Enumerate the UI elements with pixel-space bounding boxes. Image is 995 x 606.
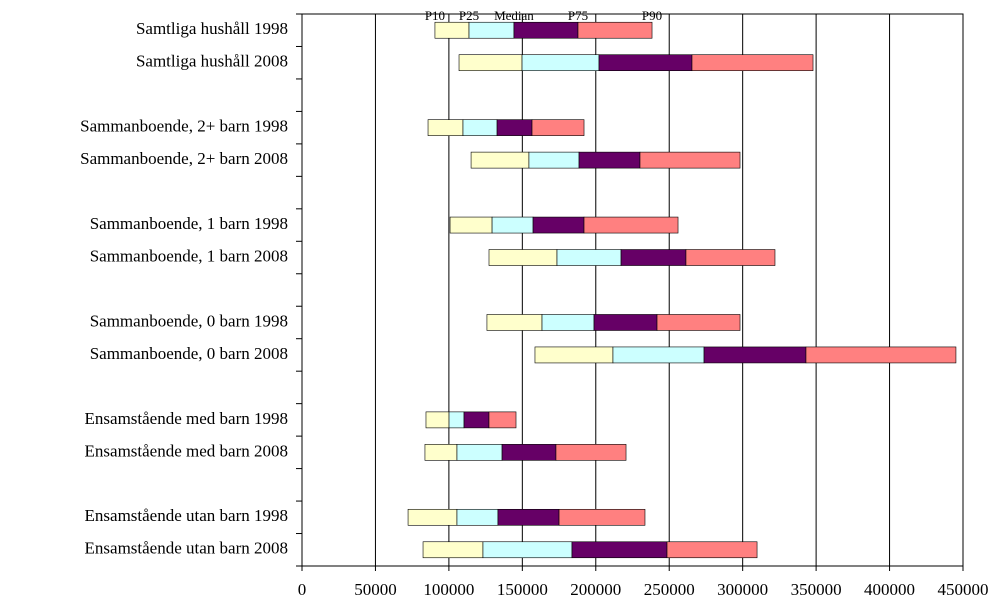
bar-segment xyxy=(666,541,758,559)
x-tick-label: 250000 xyxy=(644,580,695,599)
bar-segment xyxy=(456,508,499,526)
y-tick-label: Sammanboende, 0 barn 1998 xyxy=(90,311,288,330)
bar-segment xyxy=(501,444,557,461)
x-tick-label: 50000 xyxy=(354,580,397,599)
legend-label: P90 xyxy=(642,8,662,23)
bar-segment xyxy=(534,346,614,364)
legend-label: Median xyxy=(494,8,534,23)
x-tick-label: 200000 xyxy=(570,580,621,599)
bar-segment xyxy=(532,216,585,234)
bar-segment xyxy=(541,314,595,331)
bar-segment xyxy=(639,151,741,169)
x-tick-label: 450000 xyxy=(938,580,989,599)
bar-segment xyxy=(458,54,523,72)
bar-segment xyxy=(598,54,693,72)
bar-segment xyxy=(513,21,579,39)
bar-segment xyxy=(456,444,503,461)
bar-segment xyxy=(656,314,741,331)
bar-segment xyxy=(448,411,465,429)
bar-segment xyxy=(578,151,641,169)
bar-segment xyxy=(805,346,957,364)
bar-segment xyxy=(486,314,543,331)
bar-segment xyxy=(555,444,627,461)
bar-segment xyxy=(691,54,814,72)
bar-segment xyxy=(425,411,450,429)
bar-segment xyxy=(449,216,493,234)
bar-segment xyxy=(427,119,464,136)
bar-segment xyxy=(685,249,776,266)
legend-label: P25 xyxy=(459,8,479,23)
y-tick-label: Ensamstående utan barn 2008 xyxy=(85,539,288,558)
y-tick-label: Ensamstående med barn 2008 xyxy=(85,441,288,460)
x-tick-label: 100000 xyxy=(423,580,474,599)
bar-segment xyxy=(703,346,807,364)
bar-segment xyxy=(593,314,658,331)
x-tick-label: 150000 xyxy=(497,580,548,599)
y-tick-label: Sammanboende, 2+ barn 2008 xyxy=(80,149,288,168)
bar-segment xyxy=(571,541,668,559)
bar-segment xyxy=(497,508,560,526)
x-tick-label: 300000 xyxy=(717,580,768,599)
bar-segment xyxy=(531,119,585,136)
y-tick-label: Sammanboende, 1 barn 1998 xyxy=(90,214,288,233)
bar-segment xyxy=(488,411,517,429)
bar-segment xyxy=(407,508,458,526)
x-tick-label: 350000 xyxy=(791,580,842,599)
bar-segment xyxy=(488,249,558,266)
bar-segment xyxy=(434,21,470,39)
legend-label: P75 xyxy=(568,8,588,23)
y-tick-label: Sammanboende, 2+ barn 1998 xyxy=(80,117,288,136)
bar-segment xyxy=(482,541,573,559)
y-tick-label: Ensamstående med barn 1998 xyxy=(85,409,288,428)
bar-segment xyxy=(612,346,705,364)
bar-segment xyxy=(577,21,653,39)
bar-segment xyxy=(491,216,534,234)
bar-segment xyxy=(468,21,515,39)
bar-segment xyxy=(528,151,580,169)
bar-segment xyxy=(463,411,490,429)
y-tick-label: Sammanboende, 1 barn 2008 xyxy=(90,246,288,265)
bar-segment xyxy=(556,249,622,266)
x-tick-label: 400000 xyxy=(864,580,915,599)
y-tick-label: Ensamstående utan barn 1998 xyxy=(85,506,288,525)
y-tick-label: Sammanboende, 0 barn 2008 xyxy=(90,344,288,363)
bar-segment xyxy=(496,119,533,136)
bar-segment xyxy=(558,508,646,526)
bar-segment xyxy=(620,249,687,266)
bar-segment xyxy=(424,444,458,461)
bar-segment xyxy=(462,119,498,136)
y-tick-label: Samtliga hushåll 1998 xyxy=(136,19,288,38)
x-tick-label: 0 xyxy=(298,580,307,599)
legend-label: P10 xyxy=(425,8,445,23)
bar-segment xyxy=(521,54,600,72)
bar-segment xyxy=(470,151,530,169)
y-tick-label: Samtliga hushåll 2008 xyxy=(136,52,288,71)
plot-frame xyxy=(301,13,964,567)
bar-segment xyxy=(583,216,679,234)
bar-segment xyxy=(422,541,484,559)
